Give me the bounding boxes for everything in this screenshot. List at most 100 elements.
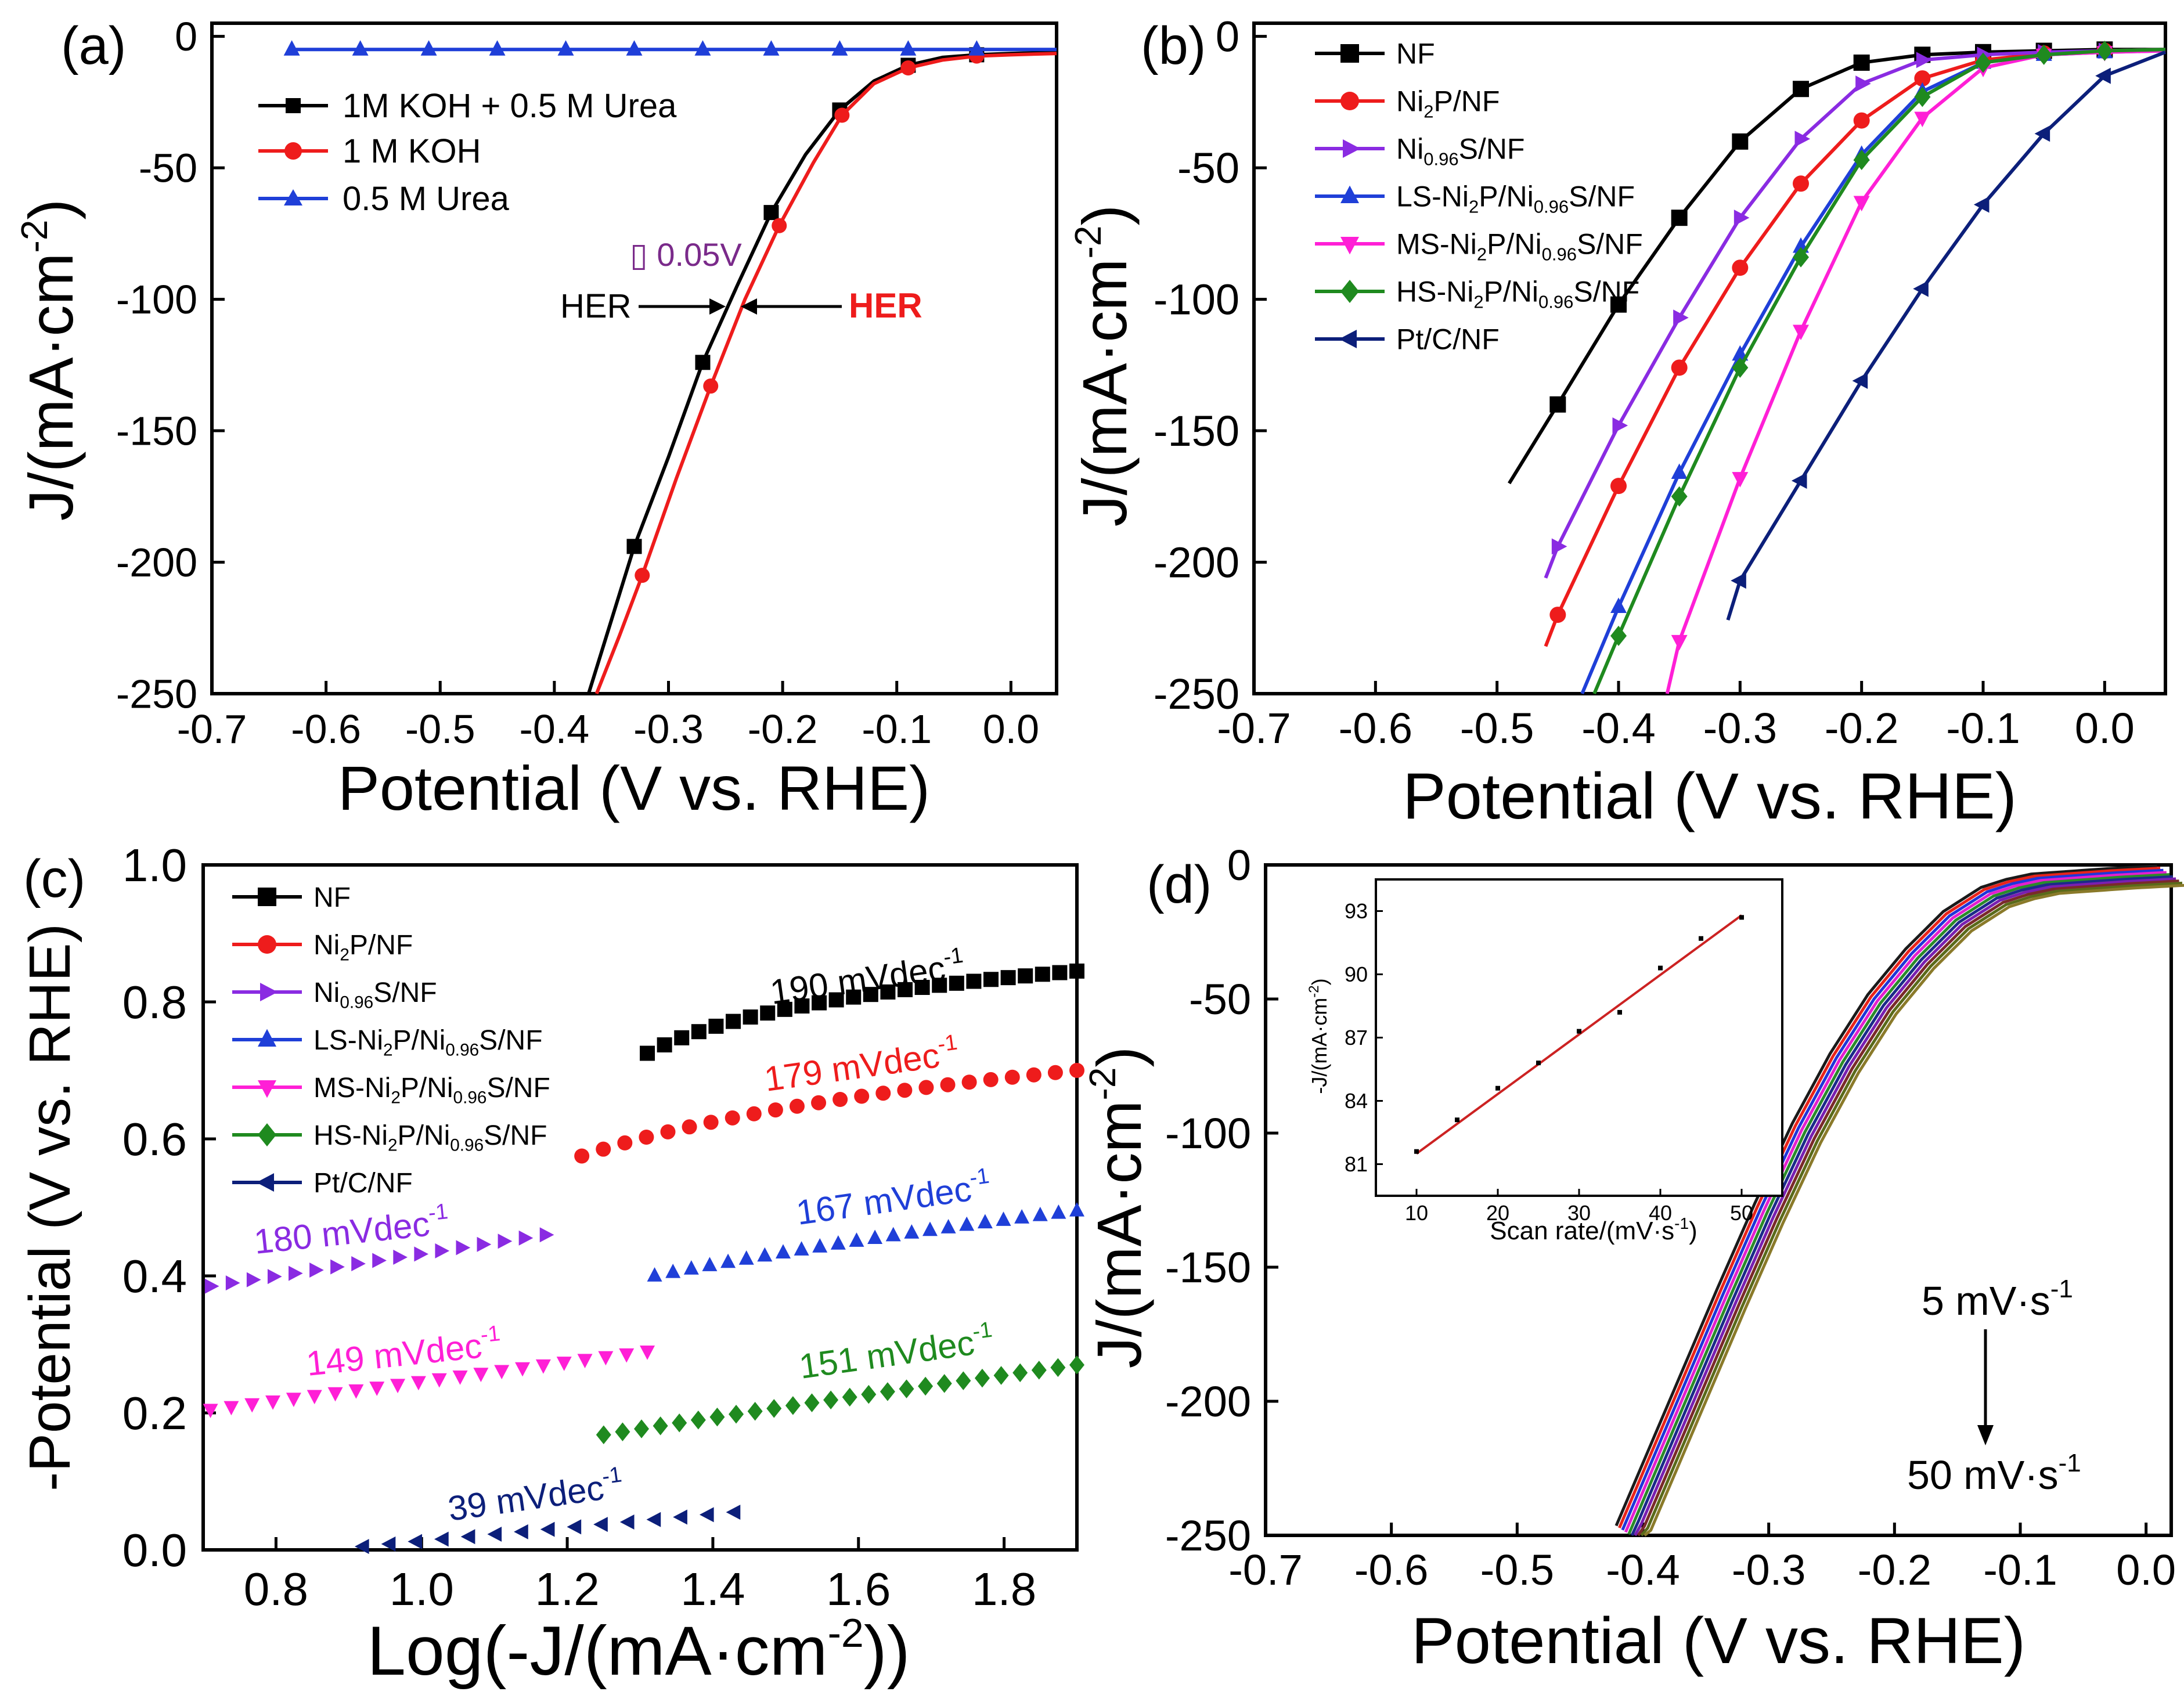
data-point: [1793, 324, 1809, 341]
panel-a-ylabel-sup: -2: [13, 220, 55, 253]
legend-marker: [258, 1029, 276, 1047]
data-point: [626, 40, 643, 56]
y-tick-label: -50: [1177, 144, 1239, 192]
data-point: [1051, 1204, 1066, 1219]
x-tick-label: -0.5: [1480, 1546, 1555, 1594]
data-point: [1610, 478, 1627, 495]
data-point: [1612, 417, 1628, 434]
panel-c-legend: NFNi2P/NFNi0.96S/NFLS-Ni2P/Ni0.96S/NFMS-…: [232, 882, 550, 1199]
panel-d-ylabel-main: J/(mA·cm: [1084, 1100, 1154, 1368]
data-point: [703, 1115, 719, 1130]
data-point: [1671, 359, 1688, 376]
x-tick-label: 20: [1486, 1201, 1509, 1225]
data-point: [1853, 112, 1870, 129]
legend-text: Pt/C/NF: [1396, 323, 1500, 356]
legend-text-part: 2: [1423, 102, 1433, 122]
legend-text-part: 2: [1469, 197, 1479, 217]
x-tick-label: 1.6: [826, 1563, 891, 1615]
data-point: [1549, 396, 1566, 413]
inset-data-point: [1699, 936, 1703, 941]
inset-fit-line: [1415, 914, 1743, 1155]
legend-text-part: S/NF: [1569, 181, 1635, 213]
panel-b-ylabel: J/(mA·cm-2): [1067, 205, 1140, 527]
y-tick-label: 1.0: [122, 839, 187, 891]
data-point: [1671, 463, 1688, 479]
y-tick-label: 0.8: [122, 976, 187, 1028]
data-point: [489, 40, 506, 56]
panel-d-ylabel: J/(mA·cm-2): [1082, 1047, 1154, 1369]
data-point: [660, 1124, 676, 1139]
panel-a-xlabel: Potential (V vs. RHE): [338, 753, 930, 823]
data-point: [1793, 175, 1809, 192]
data-point: [381, 1536, 396, 1552]
x-tick-label: -0.5: [405, 706, 475, 752]
panel-c-xlabel: Log(-J/(mA·cm-2)): [367, 1610, 910, 1690]
data-point: [1004, 1069, 1020, 1085]
data-point: [794, 1241, 809, 1256]
x-tick-label: 1.8: [972, 1563, 1036, 1615]
data-point: [726, 1014, 741, 1029]
legend-text-part: 2: [340, 945, 349, 964]
legend-a-text-urea-koh: 1M KOH + 0.5 M Urea: [343, 87, 677, 125]
data-point: [596, 1141, 611, 1157]
data-point: [1794, 131, 1811, 147]
y-tick-label: -100: [1165, 1109, 1251, 1157]
data-point: [914, 980, 930, 996]
data-point: [1853, 150, 1870, 171]
panel-a-her-black: HER: [560, 287, 631, 325]
data-point: [897, 1083, 913, 1098]
data-point: [918, 1376, 934, 1396]
data-point: [1916, 52, 1932, 68]
x-tick-label: -0.2: [748, 706, 818, 752]
x-tick-label: -0.4: [520, 706, 590, 752]
panel-b-xlabel: Potential (V vs. RHE): [1403, 760, 2017, 832]
data-point: [1671, 210, 1688, 226]
slope-label-sup: -1: [971, 1318, 993, 1344]
legend-marker: [258, 935, 276, 954]
data-point: [617, 1135, 633, 1151]
data-point: [460, 1529, 475, 1545]
inset-data-point: [1577, 1029, 1581, 1034]
data-point: [203, 1404, 218, 1419]
data-point: [940, 1219, 956, 1234]
panel-b-axes: -0.7 -0.6 -0.5 -0.4 -0.3 -0.2 -0.1 0.0 0 -50 -100 -…: [1154, 13, 2135, 752]
data-point: [1732, 472, 1749, 488]
inset-frame: [1375, 878, 1783, 1197]
data-point: [1050, 1358, 1066, 1377]
data-point: [949, 975, 964, 991]
data-point: [757, 1247, 773, 1262]
legend-marker: [1340, 185, 1359, 203]
data-point: [1732, 259, 1749, 276]
legend-text-part: S/NF: [486, 1073, 550, 1103]
data-point: [974, 1368, 990, 1388]
legend-text-part: 0.96: [1542, 244, 1577, 265]
y-tick-label: 81: [1345, 1152, 1368, 1176]
legend-a-marker-urea: [284, 189, 302, 205]
x-tick-label: 30: [1567, 1201, 1591, 1225]
data-point: [351, 1256, 366, 1271]
data-point: [410, 1376, 426, 1391]
inset-data-point: [1658, 965, 1663, 971]
data-point: [615, 1422, 630, 1441]
legend-text: LS-Ni2P/Ni0.96S/NF: [313, 1025, 543, 1060]
data-point: [1731, 572, 1746, 589]
data-point: [760, 1005, 776, 1021]
legend-marker: [1343, 139, 1361, 158]
data-point: [286, 1393, 301, 1407]
data-point: [1671, 486, 1688, 507]
panel-b-label: (b): [1141, 16, 1206, 75]
data-point: [918, 1080, 934, 1095]
data-point: [690, 1410, 706, 1430]
data-point: [204, 1278, 219, 1294]
data-point: [729, 1404, 744, 1424]
data-point: [354, 1539, 369, 1555]
legend-text: LS-Ni2P/Ni0.96S/NF: [1396, 181, 1635, 217]
panel-b-ylabel-main: J/(mA·cm: [1069, 258, 1140, 526]
data-point: [1853, 54, 1870, 71]
data-point: [246, 1272, 261, 1288]
scan-curve: [1630, 875, 2173, 1537]
data-point: [307, 1390, 322, 1405]
panel-d-ylabel-tail: ): [1084, 1047, 1154, 1068]
data-point: [514, 1524, 528, 1539]
data-point: [812, 995, 827, 1011]
